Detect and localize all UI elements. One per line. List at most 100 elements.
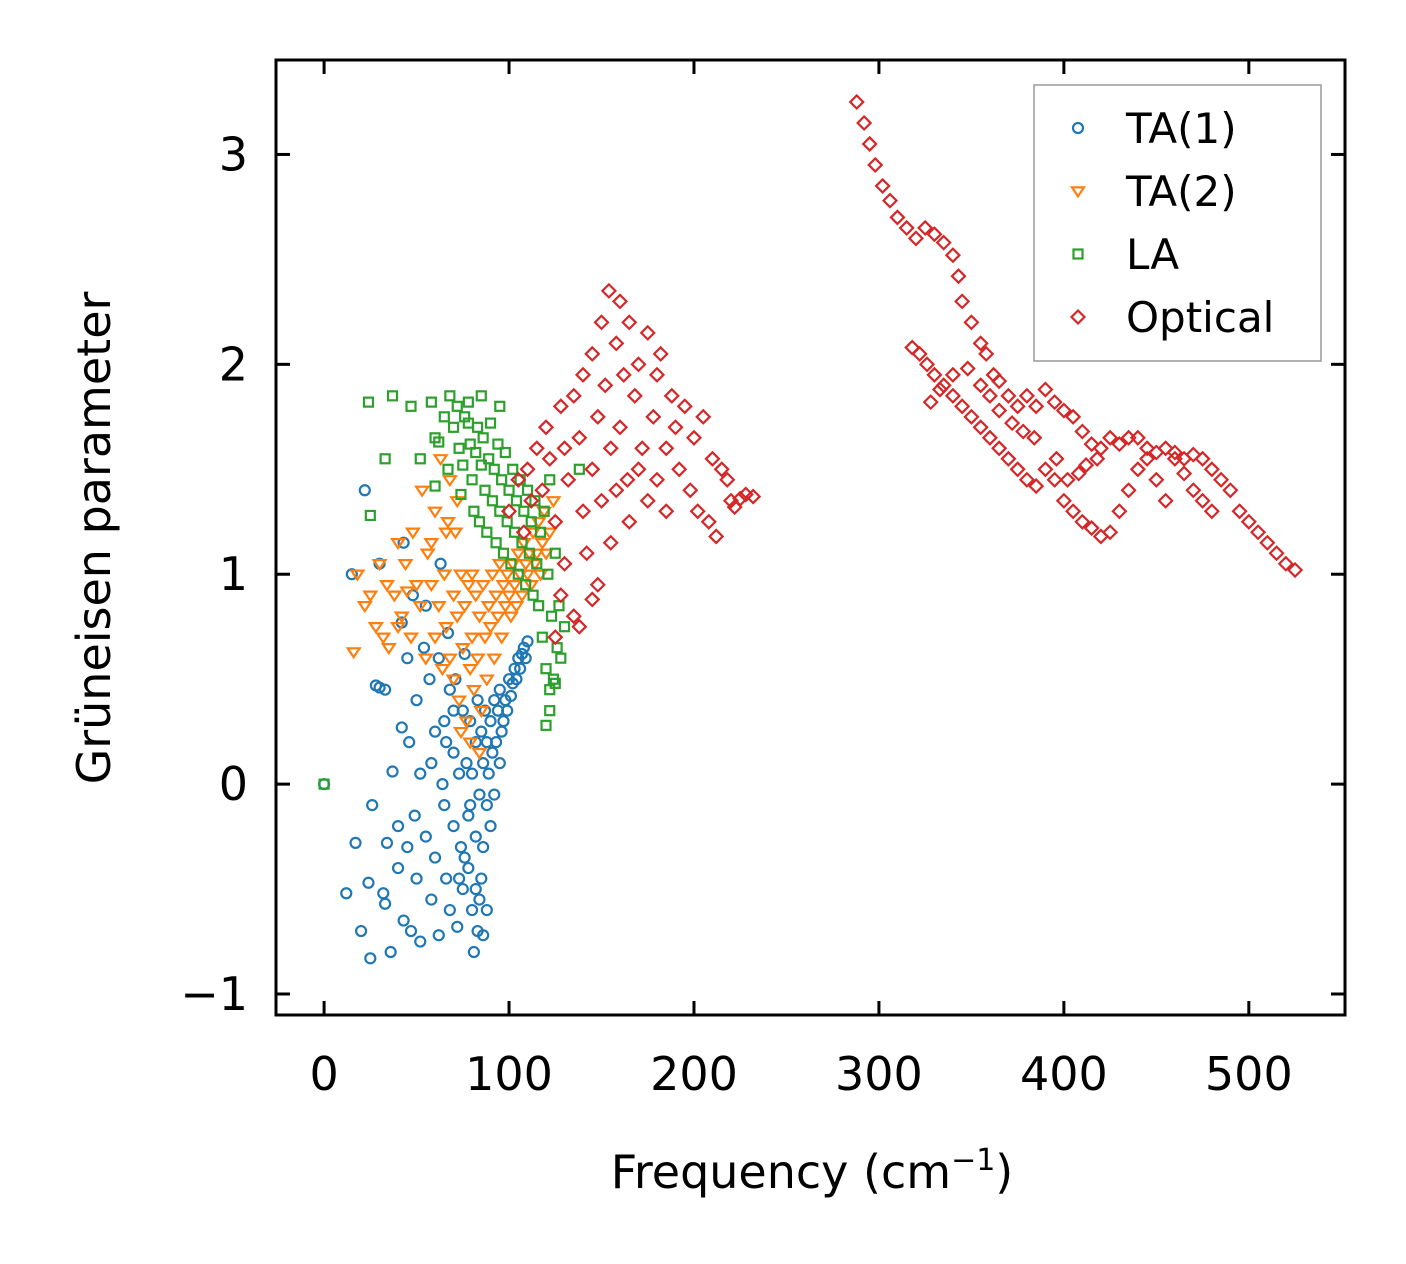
- point-ta-2: [462, 737, 479, 750]
- series-ta-1: [317, 484, 534, 965]
- point-ta-2: [349, 569, 366, 582]
- point-optical: [608, 335, 625, 352]
- point-ta-2: [386, 590, 403, 603]
- point-optical: [500, 503, 518, 520]
- point-ta-2: [441, 475, 458, 488]
- point-ta-1: [349, 836, 362, 849]
- point-ta-2: [499, 569, 516, 582]
- point-optical: [1240, 513, 1257, 530]
- point-ta-1: [510, 673, 523, 686]
- point-ta-2: [426, 632, 444, 645]
- point-la: [379, 453, 391, 465]
- point-optical: [1083, 519, 1100, 537]
- point-optical: [671, 461, 688, 478]
- plot-marks: [317, 93, 1304, 965]
- point-optical: [1176, 465, 1193, 482]
- point-optical: [626, 387, 643, 404]
- point-ta-1: [384, 945, 397, 959]
- point-ta-2: [445, 674, 462, 687]
- point-optical: [639, 324, 656, 341]
- point-la: [429, 480, 441, 492]
- point-la: [475, 459, 487, 471]
- point-ta-2: [362, 590, 379, 603]
- point-ta-1: [391, 861, 405, 875]
- point-ta-1: [401, 652, 414, 665]
- point-la: [499, 446, 511, 459]
- point-optical: [682, 482, 699, 499]
- point-ta-2: [419, 548, 436, 561]
- point-ta-2: [390, 622, 407, 635]
- point-la: [529, 495, 541, 507]
- point-ta-2: [462, 663, 479, 677]
- point-ta-2: [489, 611, 506, 624]
- point-la: [470, 446, 482, 459]
- point-ta-2: [500, 590, 518, 603]
- point-optical: [911, 345, 928, 362]
- point-optical: [615, 366, 632, 383]
- point-optical: [991, 440, 1008, 457]
- point-optical: [959, 360, 976, 377]
- point-ta-2: [404, 527, 421, 540]
- point-optical: [972, 377, 989, 394]
- point-la: [534, 526, 547, 538]
- point-ta-1: [471, 694, 484, 707]
- point-la: [520, 579, 532, 591]
- point-ta-1: [452, 767, 466, 780]
- point-optical: [1139, 450, 1156, 467]
- point-ta-2: [467, 590, 484, 603]
- legend-label-optical: Optical: [1126, 293, 1274, 342]
- point-ta-2: [417, 653, 434, 666]
- point-la: [488, 463, 500, 475]
- point-optical: [944, 247, 961, 264]
- point-optical: [510, 471, 527, 488]
- point-optical: [574, 503, 592, 520]
- point-la: [540, 663, 552, 675]
- plot-frame: [274, 58, 1347, 1017]
- point-ta-1: [460, 757, 473, 770]
- point-ta-2: [430, 601, 447, 614]
- point-ta-2: [399, 586, 416, 599]
- point-optical: [602, 534, 619, 551]
- point-ta-2: [506, 580, 523, 593]
- point-optical: [972, 419, 989, 436]
- point-ta-1: [397, 536, 410, 549]
- point-la: [462, 396, 474, 408]
- point-optical: [1259, 534, 1276, 551]
- point-la: [433, 436, 445, 448]
- point-optical: [1037, 381, 1054, 398]
- point-optical: [541, 450, 558, 467]
- point-optical: [1089, 450, 1106, 467]
- point-optical: [1083, 436, 1100, 453]
- point-ta-2: [390, 538, 407, 551]
- point-optical: [1046, 394, 1063, 411]
- point-ta-1: [443, 683, 456, 696]
- point-la: [518, 505, 530, 517]
- point-ta-1: [447, 746, 460, 759]
- point-ta-1: [432, 652, 445, 665]
- point-ta-2: [408, 580, 425, 593]
- point-la: [451, 400, 463, 412]
- point-optical: [676, 398, 693, 415]
- point-la: [531, 558, 543, 570]
- point-optical: [523, 492, 540, 509]
- point-ta-2: [423, 580, 440, 593]
- point-optical: [991, 373, 1008, 390]
- point-optical: [881, 192, 899, 209]
- point-ta-2: [534, 538, 551, 551]
- point-la: [558, 621, 571, 633]
- point-optical: [745, 488, 762, 505]
- point-optical: [537, 419, 555, 436]
- point-ta-1: [419, 830, 432, 843]
- point-optical: [1009, 398, 1026, 415]
- point-optical: [907, 230, 924, 247]
- point-ta-2: [436, 569, 453, 582]
- point-ta-1: [397, 914, 410, 927]
- point-ta-1: [514, 662, 527, 675]
- point-optical: [648, 471, 666, 488]
- point-ta-1: [473, 788, 486, 801]
- point-ta-1: [410, 872, 423, 885]
- point-la: [479, 484, 491, 496]
- point-optical: [1203, 503, 1220, 520]
- point-optical: [695, 408, 712, 425]
